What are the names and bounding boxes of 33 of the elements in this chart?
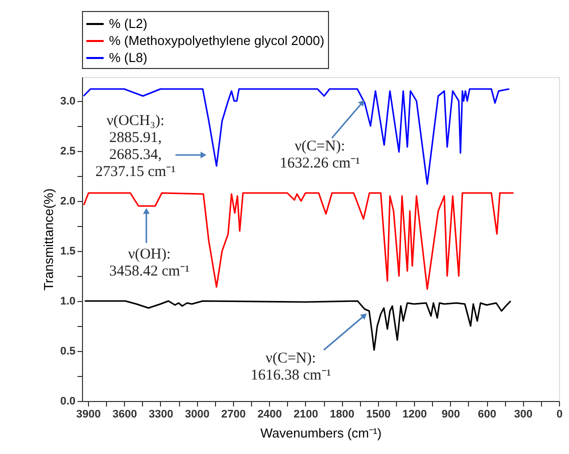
y-tick-label: 1.5	[60, 246, 76, 258]
annotation: ν(C=N): 1616.38 cm⁻¹	[250, 350, 331, 384]
annotation: ν(C=N): 1632.26 cm⁻¹	[280, 138, 360, 172]
x-tick-label: 1200	[402, 408, 427, 420]
x-tick-label: 2100	[294, 408, 318, 420]
legend-label: % (L2)	[109, 16, 148, 31]
x-tick-label: 1800	[330, 408, 354, 420]
x-tick-label: 1500	[366, 408, 391, 420]
y-tick-label: 2.5	[60, 146, 76, 158]
line-series	[83, 192, 514, 290]
y-tick-label: 1.0	[60, 296, 76, 308]
annotation: ν(OH): 3458.42 cm⁻¹	[109, 246, 190, 280]
x-tick-label: 3600	[112, 408, 138, 420]
line-series	[84, 300, 512, 351]
x-tick-label: 3300	[148, 408, 174, 420]
y-tick-label: 0.5	[60, 346, 76, 358]
x-tick-label: 0	[556, 408, 563, 420]
x-tick-label: 3900	[76, 408, 101, 420]
x-axis-title: Wavenumbers (cm⁻¹)	[260, 426, 382, 440]
x-tick-label: 2400	[257, 408, 282, 420]
line-series	[82, 88, 510, 185]
x-tick-label: 2700	[221, 408, 246, 420]
annotation: ν(OCH₃): 2885.91, 2685.34, 2737.15 cm⁻¹	[95, 113, 176, 180]
y-axis-title: Transmittance(%)	[41, 188, 56, 291]
x-tick-label: 900	[442, 408, 460, 420]
y-tick-label: 2.0	[60, 196, 76, 208]
x-tick-label: 300	[514, 408, 532, 420]
y-tick-label: 3.0	[60, 96, 76, 108]
x-tick-label: 600	[478, 408, 496, 420]
x-tick-label: 3000	[184, 408, 210, 420]
legend-label: % (Methoxypolyethylene glycol 2000)	[109, 33, 324, 48]
y-tick-label: 0.0	[60, 396, 76, 408]
legend-label: % (L8)	[109, 50, 148, 65]
